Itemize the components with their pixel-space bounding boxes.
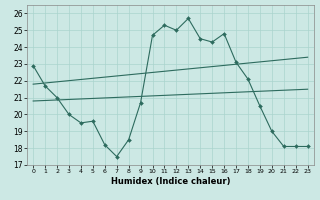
X-axis label: Humidex (Indice chaleur): Humidex (Indice chaleur) [111, 177, 230, 186]
